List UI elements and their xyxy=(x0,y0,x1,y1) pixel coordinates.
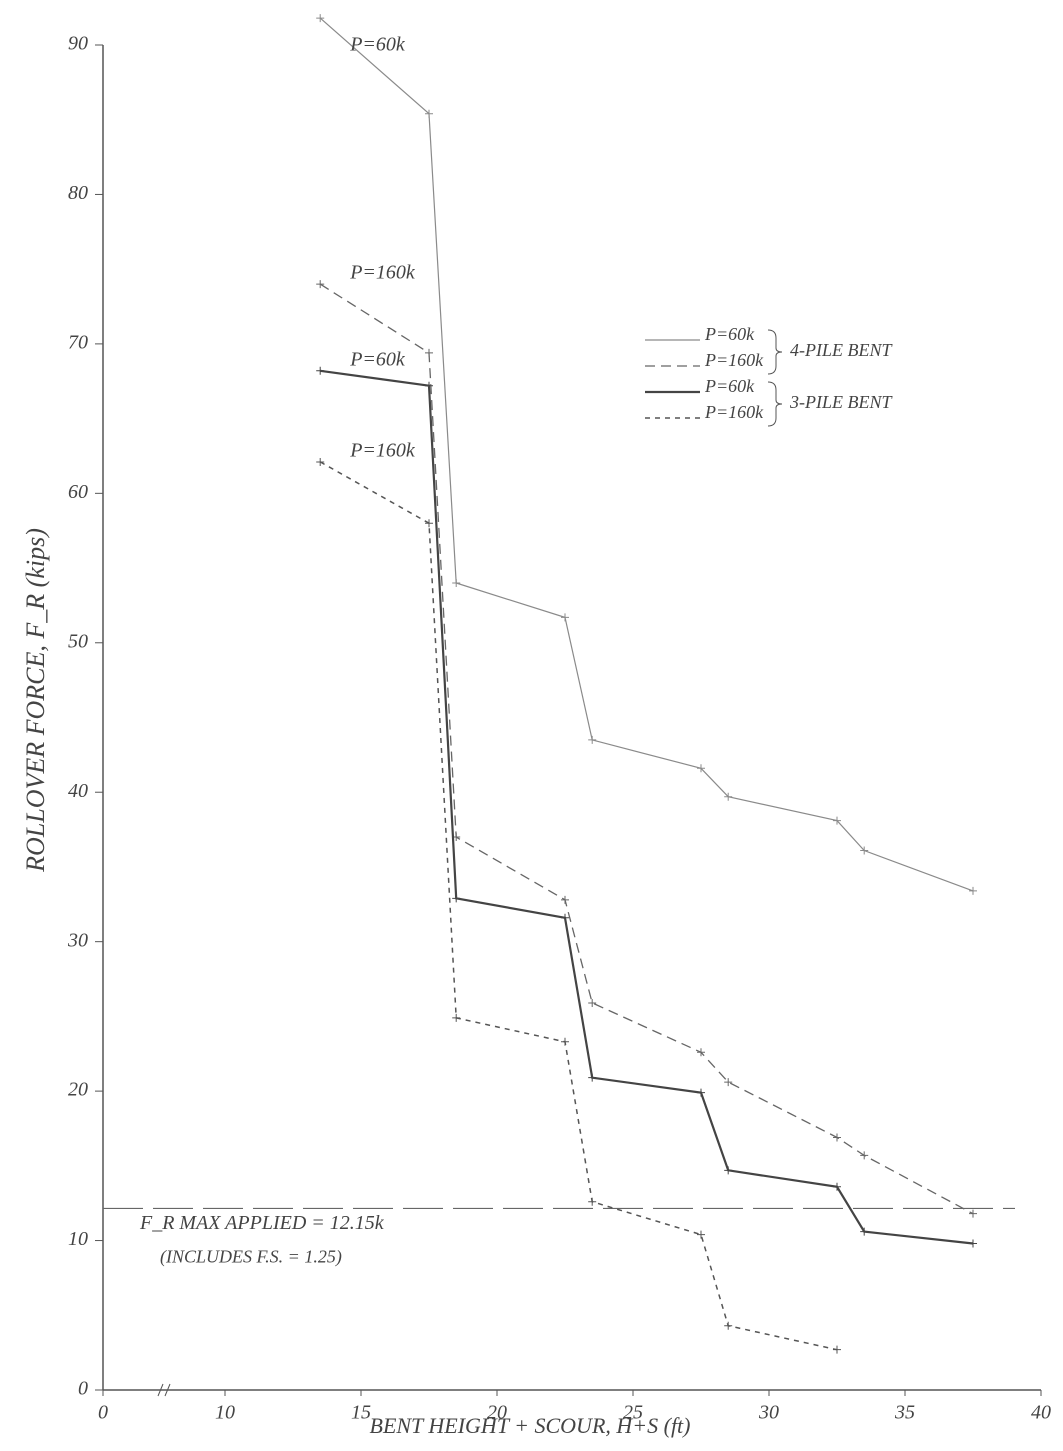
line-annotation: P=60k xyxy=(349,348,406,370)
point-marker xyxy=(724,1166,733,1175)
point-marker xyxy=(425,348,433,357)
series-line xyxy=(320,369,974,1245)
line-annotation: P=60k xyxy=(349,34,406,56)
reference-label: F_R MAX APPLIED = 12.15k xyxy=(139,1212,385,1234)
point-marker xyxy=(425,381,433,390)
x-tick-label: 40 xyxy=(1031,1402,1051,1424)
y-tick-label: 60 xyxy=(68,481,88,503)
y-tick-label: 30 xyxy=(67,929,88,951)
point-marker xyxy=(969,1239,977,1248)
point-marker xyxy=(860,1151,869,1160)
point-marker xyxy=(724,1078,733,1087)
point-marker xyxy=(969,886,977,895)
point-marker xyxy=(588,1073,597,1082)
x-tick-label: 10 xyxy=(215,1402,235,1424)
point-marker xyxy=(697,1230,705,1239)
legend-group: 3-PILE BENT xyxy=(789,392,893,412)
legend-group: 4-PILE BENT xyxy=(790,340,893,360)
point-marker xyxy=(561,1037,569,1046)
y-tick-label: 90 xyxy=(68,33,88,55)
point-marker xyxy=(561,895,569,904)
point-marker xyxy=(697,1088,705,1097)
point-marker xyxy=(452,894,461,903)
series-line xyxy=(319,283,974,1215)
point-marker xyxy=(588,998,597,1007)
point-marker xyxy=(316,457,325,466)
line-annotation: P=160k xyxy=(349,440,416,462)
point-marker xyxy=(425,519,433,528)
series-line xyxy=(319,461,838,1351)
x-axis-label: BENT HEIGHT + SCOUR, H+S (ft) xyxy=(370,1413,691,1438)
y-tick-label: 50 xyxy=(68,630,88,652)
legend-label: P=60k xyxy=(704,324,755,344)
point-marker xyxy=(697,764,705,773)
y-tick-label: 10 xyxy=(68,1228,88,1250)
point-marker xyxy=(860,1227,869,1236)
x-tick-label: 30 xyxy=(758,1402,779,1424)
point-marker xyxy=(561,613,569,622)
point-marker xyxy=(724,1321,733,1330)
point-marker xyxy=(452,579,461,587)
point-marker xyxy=(833,1345,841,1354)
point-marker xyxy=(697,1048,705,1057)
y-tick-label: 0 xyxy=(78,1378,88,1400)
point-marker xyxy=(833,1182,841,1191)
axis-break xyxy=(157,1383,171,1397)
point-marker xyxy=(316,280,325,289)
point-marker xyxy=(425,109,433,118)
legend-label: P=160k xyxy=(704,402,764,422)
y-tick-label: 20 xyxy=(68,1079,88,1101)
point-marker xyxy=(452,1013,461,1022)
series-line xyxy=(319,17,974,892)
point-marker xyxy=(316,366,325,375)
point-marker xyxy=(724,792,733,801)
point-marker xyxy=(969,1209,977,1218)
x-tick-label: 15 xyxy=(351,1402,371,1424)
point-marker xyxy=(316,14,325,23)
y-tick-label: 80 xyxy=(68,182,88,204)
legend-brace xyxy=(767,329,783,375)
point-marker xyxy=(561,913,569,922)
point-marker xyxy=(833,816,841,825)
legend-label: P=60k xyxy=(704,376,755,396)
x-tick-label: 0 xyxy=(98,1402,108,1424)
point-marker xyxy=(588,1197,597,1206)
y-tick-label: 70 xyxy=(68,331,88,353)
point-marker xyxy=(860,846,869,855)
x-tick-label: 20 xyxy=(487,1402,507,1424)
x-tick-label: 25 xyxy=(623,1402,643,1424)
point-marker xyxy=(588,735,597,744)
legend-brace xyxy=(767,381,783,427)
point-marker xyxy=(833,1133,841,1142)
legend-label: P=160k xyxy=(704,350,764,370)
reference-note: (INCLUDES F.S. = 1.25) xyxy=(160,1247,342,1268)
x-tick-label: 35 xyxy=(894,1402,915,1424)
y-axis-label: ROLLOVER FORCE, F_R (kips) xyxy=(21,528,50,873)
line-annotation: P=160k xyxy=(349,262,416,284)
y-tick-label: 40 xyxy=(68,780,88,802)
